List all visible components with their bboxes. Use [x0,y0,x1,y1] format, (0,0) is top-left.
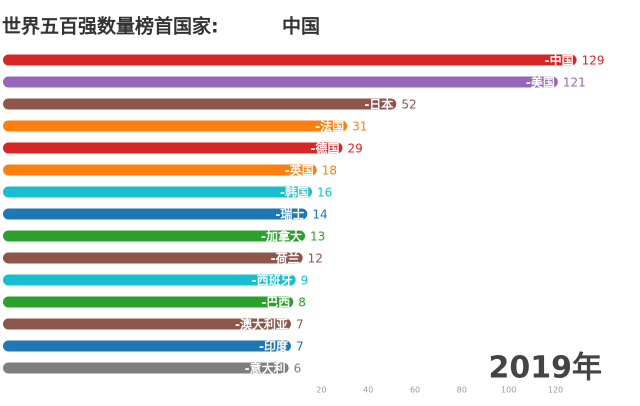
bar-label: -巴西 [261,296,290,310]
bar [3,186,313,198]
bar [3,54,577,66]
year-annotation: 2019年 [489,351,603,386]
bar-label: -美国 [526,75,555,90]
value-label: 7 [296,318,304,332]
bar [3,76,558,88]
bar-label: -意大利 [245,361,286,376]
bar [3,340,291,352]
value-label: 18 [322,164,337,178]
value-label: 13 [310,230,325,244]
bar-label: -印度 [259,339,289,354]
chart-title: 世界五百强数量榜首国家: [2,15,219,38]
bar [3,362,289,374]
bar-label: -瑞士 [275,207,304,222]
bar-label: -韩国 [280,185,309,200]
value-label: 6 [294,362,302,376]
value-label: 31 [352,120,367,134]
bar-label: -西班牙 [252,273,293,288]
bar [3,318,291,330]
value-label: 14 [312,208,327,222]
bar [3,120,348,132]
bar-label: -法国 [315,119,344,134]
bar-label: -荷兰 [271,251,300,266]
x-tick-label: 80 [457,386,467,395]
bar-label: -德国 [310,141,339,156]
value-label: 7 [296,340,304,354]
bar-label: -中国 [545,53,574,68]
bar [3,164,317,176]
bar [3,142,343,154]
value-label: 29 [347,142,362,156]
x-tick-label: 20 [316,386,326,395]
bar [3,274,296,286]
x-tick-label: 120 [548,386,563,395]
bar [3,230,306,242]
value-label: 129 [582,54,605,68]
bar-label: -加拿大 [261,229,302,244]
x-tick-label: 40 [363,386,373,395]
bar-label: -澳大利亚 [235,317,288,332]
x-tick-label: 60 [410,386,420,395]
bar [3,296,294,308]
leader: 中国 [282,15,320,38]
value-label: 16 [317,186,332,200]
value-label: 9 [301,274,309,288]
value-label: 52 [401,98,416,112]
bar-label: -日本 [364,97,393,112]
bar-label: -英国 [285,163,314,178]
bar [3,208,308,220]
value-label: 8 [298,296,306,310]
x-tick-label: 100 [501,386,516,395]
value-label: 121 [563,76,586,90]
bar [3,252,303,264]
value-label: 12 [308,252,323,266]
bar [3,98,397,110]
